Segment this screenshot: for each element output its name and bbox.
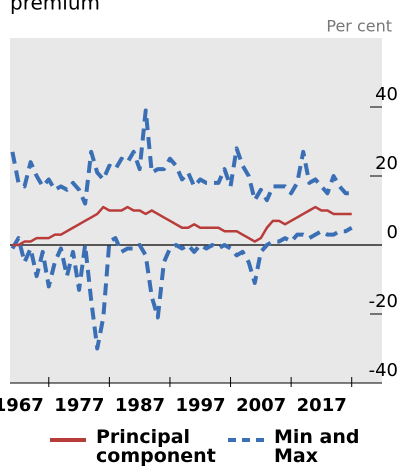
x-tick-label: 1967 [0, 395, 44, 416]
chart: premium Per cent -40 -20 0 20 40 1967 1977 1987… [0, 0, 398, 416]
series-line [12, 205, 352, 247]
x-tick-label: 1997 [175, 395, 225, 416]
x-tick-label: 2017 [297, 395, 347, 416]
x-tick-label: 1987 [115, 395, 165, 416]
legend-label: Principal component [96, 426, 216, 467]
series-line [10, 226, 353, 351]
x-tick-label: 1977 [54, 395, 104, 416]
y-tick-label: 40 [375, 84, 398, 105]
series-line [10, 108, 352, 206]
y-tick-label: -20 [369, 291, 398, 312]
y-tick-label: -40 [369, 360, 398, 381]
unit-label: Per cent [326, 17, 392, 36]
legend-swatch [50, 438, 86, 442]
y-tick-label: 20 [375, 153, 398, 174]
legend: Principal component Min and Max [0, 428, 404, 473]
x-tick-label: 2007 [236, 395, 286, 416]
chart-title: premium [10, 0, 100, 15]
y-tick-label: 0 [387, 222, 398, 243]
legend-swatch [228, 438, 264, 442]
legend-label: Min and Max [274, 426, 360, 467]
